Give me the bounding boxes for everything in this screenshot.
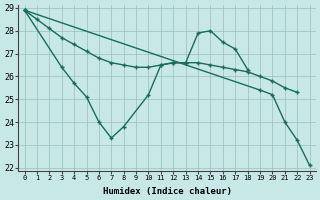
X-axis label: Humidex (Indice chaleur): Humidex (Indice chaleur) [103,187,232,196]
